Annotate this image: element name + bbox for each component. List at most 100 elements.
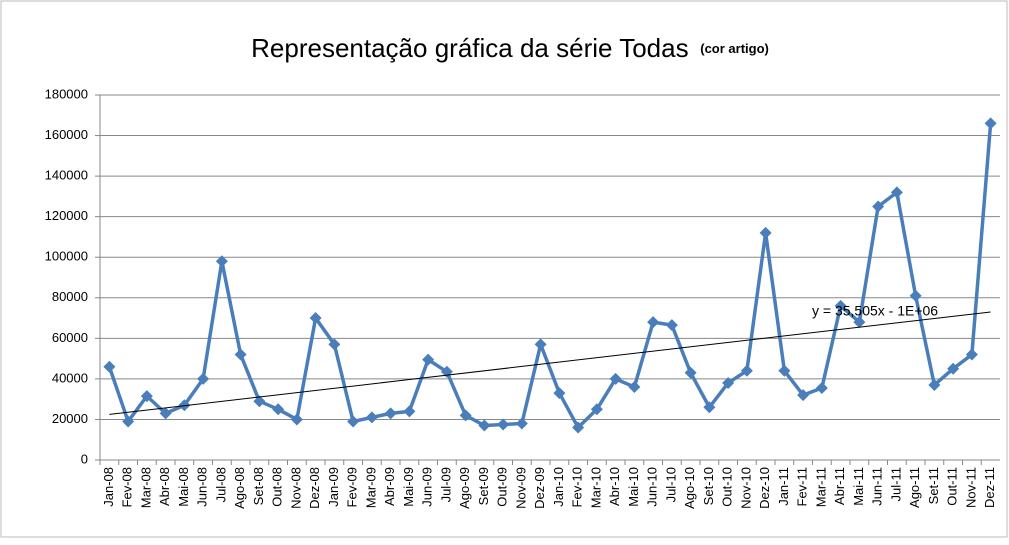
series-marker [909, 289, 922, 302]
x-tick-label: Mar-11 [813, 467, 828, 507]
x-tick-label: Fev-11 [795, 467, 810, 507]
y-tick-label: 40000 [52, 370, 88, 385]
y-tick-label: 20000 [52, 411, 88, 426]
series-marker [797, 389, 810, 402]
x-tick-label: Jun-10 [645, 467, 660, 507]
x-tick-label: Mar-08 [138, 467, 153, 508]
chart-subtitle: (cor artigo) [700, 41, 769, 56]
x-tick-label: Fev-08 [120, 467, 135, 507]
y-tick-label: 80000 [52, 289, 88, 304]
x-tick-label: Jul-10 [663, 467, 678, 502]
x-tick-label: Jul-09 [438, 467, 453, 502]
x-tick-label: Jun-09 [420, 467, 435, 507]
series-marker [234, 348, 247, 361]
x-tick-label: Abr-10 [607, 467, 622, 506]
series-marker [553, 387, 566, 400]
x-tick-label: Set-10 [701, 467, 716, 505]
trendline-label: y = 35,505x - 1E+06 [812, 303, 938, 319]
series-marker [197, 372, 210, 385]
series-marker [515, 417, 528, 430]
series-marker [684, 366, 697, 379]
x-tick-label: Nov-11 [963, 467, 978, 508]
series-marker [290, 413, 303, 426]
series-marker [872, 200, 885, 213]
x-tick-label: Jun-11 [870, 467, 885, 506]
x-tick-label: Nov-10 [738, 467, 753, 509]
x-tick-label: Dez-11 [982, 467, 997, 508]
series-marker [309, 312, 322, 325]
series-marker [647, 316, 660, 329]
x-tick-label: Dez-09 [532, 467, 547, 509]
series-marker [740, 364, 753, 377]
series-marker [403, 405, 416, 418]
series-marker [703, 401, 716, 414]
series-marker [984, 117, 997, 130]
x-tick-label: Jan-10 [551, 467, 566, 507]
series-marker [459, 409, 472, 422]
x-tick-label: Mar-09 [363, 467, 378, 508]
series-marker [853, 316, 866, 329]
series-marker [609, 372, 622, 385]
x-tick-label: Dez-08 [307, 467, 322, 509]
x-tick-label: Abr-09 [382, 467, 397, 506]
x-tick-label: Dez-10 [757, 467, 772, 509]
y-tick-label: 140000 [45, 168, 88, 183]
series-marker [628, 381, 641, 393]
series-marker [384, 407, 397, 420]
y-tick-label: 120000 [45, 208, 88, 223]
series-marker [965, 348, 978, 361]
x-tick-label: Mai-08 [176, 467, 191, 507]
series-marker [778, 364, 791, 377]
x-tick-label: Ago-11 [907, 467, 922, 508]
x-tick-label: Out-11 [945, 467, 960, 506]
x-tick-label: Jan-09 [326, 467, 341, 507]
x-tick-label: Out-09 [495, 467, 510, 507]
series-marker [928, 378, 941, 391]
trendline [109, 311, 991, 415]
series-marker [272, 403, 285, 416]
x-tick-label: Mar-10 [588, 467, 603, 508]
series-marker [834, 299, 847, 312]
series-marker [759, 226, 772, 239]
x-tick-label: Mai-11 [851, 467, 866, 506]
series-marker [590, 403, 603, 416]
x-tick-label: Set-09 [476, 467, 491, 505]
series-marker [215, 255, 228, 268]
series-marker [478, 419, 491, 432]
y-tick-label: 180000 [45, 86, 88, 101]
series-marker [722, 376, 735, 389]
series-marker [422, 353, 435, 366]
x-tick-label: Out-10 [720, 467, 735, 507]
series-marker [122, 415, 135, 428]
x-tick-label: Mai-10 [626, 467, 641, 507]
series-marker [159, 407, 172, 420]
x-tick-label: Jan-08 [101, 467, 116, 507]
x-tick-label: Mai-09 [401, 467, 416, 507]
series-marker [890, 186, 903, 199]
series-marker [347, 415, 360, 428]
series-marker [365, 411, 378, 424]
x-tick-label: Nov-09 [513, 467, 528, 509]
x-tick-label: Ago-09 [457, 467, 472, 509]
y-tick-label: 100000 [45, 249, 88, 264]
y-tick-label: 160000 [45, 127, 88, 142]
x-tick-label: Fev-09 [345, 467, 360, 507]
x-tick-label: Nov-08 [288, 467, 303, 509]
series-marker [253, 395, 266, 408]
series-marker [497, 418, 510, 431]
series-marker [665, 319, 678, 332]
y-tick-label: 0 [81, 451, 88, 466]
x-tick-label: Abr-08 [157, 467, 172, 506]
x-tick-label: Jun-08 [195, 467, 210, 507]
series-marker [815, 382, 828, 395]
series-marker [534, 338, 547, 351]
series-marker [572, 421, 585, 434]
series-marker [140, 390, 153, 403]
y-tick-label: 60000 [52, 330, 88, 345]
series-marker [947, 362, 960, 375]
x-tick-label: Jul-11 [888, 467, 903, 501]
x-tick-label: Fev-10 [570, 467, 585, 507]
x-tick-label: Jul-08 [213, 467, 228, 502]
x-tick-label: Ago-08 [232, 467, 247, 509]
